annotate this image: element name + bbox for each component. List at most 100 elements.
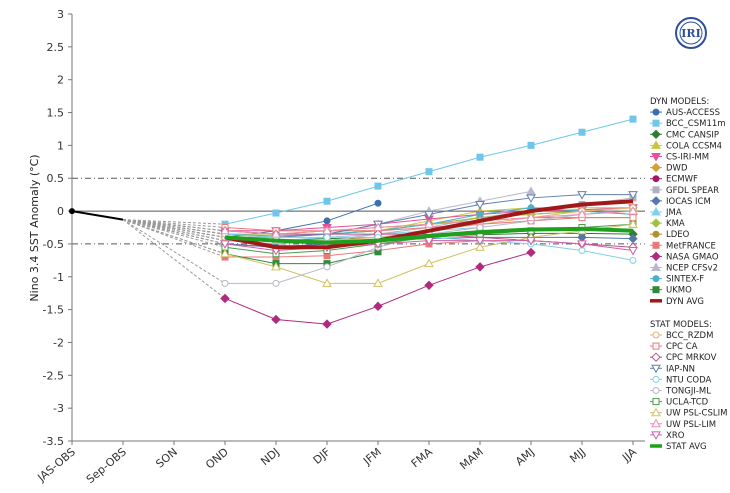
point-uw-psl-lim	[628, 206, 638, 215]
legend-label-gfdl-spear: GFDL SPEAR	[666, 186, 719, 196]
connector-uw-psl-cslim	[122, 219, 226, 255]
legend-label-iocas-icm: IOCAS ICM	[666, 197, 711, 207]
legend-marker-nasa-gmao	[651, 251, 661, 262]
point-uw-psl-lim	[424, 219, 434, 228]
legend-marker-cs-iri-mm	[651, 153, 661, 162]
legend-label-nasa-gmao: NASA GMAO	[666, 252, 719, 262]
legend-heading: STAT MODELS:	[650, 320, 712, 330]
point-bcc-csm11m	[374, 182, 382, 190]
legend-marker-jma	[651, 206, 661, 216]
connector-ntu-coda	[122, 219, 226, 235]
legend-marker-iap-nn	[651, 364, 661, 374]
x-tick-label: SON	[153, 445, 180, 470]
legend-label-ncep-cfsv2: NCEP CFSv2	[666, 264, 718, 274]
point-uw-psl-lim	[373, 222, 383, 231]
y-tick-label: 2.5	[47, 41, 65, 54]
point-nasa-gmao	[220, 293, 230, 304]
legend-label-cs-iri-mm: CS-IRI-MM	[666, 153, 709, 163]
connector-xro	[122, 219, 226, 245]
point-tongji-ml	[476, 224, 484, 231]
legend-marker-uw-psl-lim	[651, 418, 661, 428]
legend-label-cpc-mrkov: CPC MRKOV	[666, 353, 717, 363]
x-tick-label: JAS-OBS	[34, 445, 77, 484]
legend-marker-iocas-icm	[651, 196, 661, 206]
x-tick-label: Sep-OBS	[84, 445, 129, 486]
point-ncep-cfsv2	[526, 186, 536, 195]
point-uw-psl-cslim	[322, 278, 332, 287]
y-axis-label: Nino 3.4 SST Anomaly (°C)	[28, 154, 41, 301]
legend-marker-ntu-coda	[652, 375, 660, 383]
point-iap-nn	[577, 191, 587, 200]
legend-heading: DYN MODELS:	[650, 97, 709, 107]
legend-label-cola-ccsm4: COLA CCSM4	[666, 141, 722, 151]
point-xro	[577, 240, 587, 249]
point-aus-access	[323, 217, 331, 225]
legend-marker-ucla-tcd	[652, 398, 660, 406]
point-ntu-coda	[629, 256, 637, 264]
legend-label-cpc-ca: CPC CA	[666, 342, 698, 352]
connector-ucla-tcd	[122, 219, 226, 248]
connector-lines	[122, 219, 226, 299]
point-nasa-gmao	[271, 314, 281, 325]
y-tick-label: -1	[53, 271, 64, 284]
series-metfrance	[225, 240, 481, 258]
point-nasa-gmao	[322, 319, 332, 329]
legend-marker-metfrance	[652, 241, 660, 249]
point-iap-nn	[628, 191, 638, 200]
point-uw-psl-lim	[322, 225, 332, 235]
point-aus-access	[374, 199, 382, 207]
point-iap-nn	[526, 194, 536, 203]
point-uw-psl-lim	[271, 229, 281, 238]
y-tick-label: -2.5	[43, 369, 64, 382]
point-bcc-csm11m	[578, 128, 586, 136]
legend-label-bcc-rzdm: BCC_RZDM	[666, 331, 713, 341]
x-tick-label: JJA	[619, 445, 639, 465]
legend-label-jma: JMA	[665, 208, 682, 218]
point-tongji-ml	[272, 279, 280, 287]
legend-marker-cpc-mrkov	[651, 352, 661, 362]
connector-bcc-csm11m	[122, 219, 226, 225]
x-tick-label: NDJ	[258, 445, 282, 468]
logo-text: IRI	[681, 27, 700, 40]
point-nasa-gmao	[526, 247, 536, 258]
observed-point	[69, 208, 75, 215]
point-uw-psl-lim	[526, 212, 536, 222]
legend-marker-cola-ccsm4	[651, 140, 661, 149]
point-bcc-csm11m	[476, 153, 484, 161]
x-tick-label: FMA	[409, 445, 436, 470]
y-tick-label: -3	[53, 402, 64, 415]
point-uw-psl-cslim	[373, 278, 383, 287]
point-tongji-ml	[323, 263, 331, 271]
point-xro	[526, 237, 536, 246]
legend-label-kma: KMA	[666, 219, 685, 229]
point-nasa-gmao	[373, 301, 383, 312]
legend-label-tongji-ml: TONGJI-ML	[665, 387, 711, 397]
point-bcc-csm11m	[629, 115, 637, 123]
point-uw-psl-lim	[220, 225, 230, 235]
x-tick-label: AMJ	[513, 445, 537, 468]
point-nasa-gmao	[424, 280, 434, 291]
point-uw-psl-cslim	[220, 248, 230, 258]
legend-marker-sintex-f	[652, 275, 660, 283]
point-uw-psl-cslim	[628, 219, 638, 228]
legend-label-ntu-coda: NTU CODA	[666, 375, 711, 385]
connector-cpc-ca	[122, 219, 226, 228]
legend-marker-ldeo	[652, 230, 660, 238]
point-bcc-csm11m	[272, 209, 280, 217]
point-iap-nn	[424, 210, 434, 220]
point-uw-psl-cslim	[475, 242, 485, 251]
iri-logo: IRI	[675, 17, 707, 49]
legend-label-xro: XRO	[666, 431, 685, 441]
y-tick-label: 1	[57, 139, 64, 152]
legend-label-aus-access: AUS-ACCESS	[666, 108, 720, 118]
y-tick-label: 2	[57, 74, 64, 87]
legend-marker-aus-access	[652, 108, 660, 116]
legend-label-uw-psl-cslim: UW PSL-CSLIM	[666, 409, 727, 419]
y-tick-label: -2	[53, 336, 64, 349]
point-tongji-ml	[221, 279, 229, 287]
legend-label-stat-avg: STAT AVG	[666, 442, 707, 452]
observed-line	[71, 210, 124, 221]
legend-marker-kma	[651, 218, 661, 228]
point-bcc-csm11m	[425, 168, 433, 176]
